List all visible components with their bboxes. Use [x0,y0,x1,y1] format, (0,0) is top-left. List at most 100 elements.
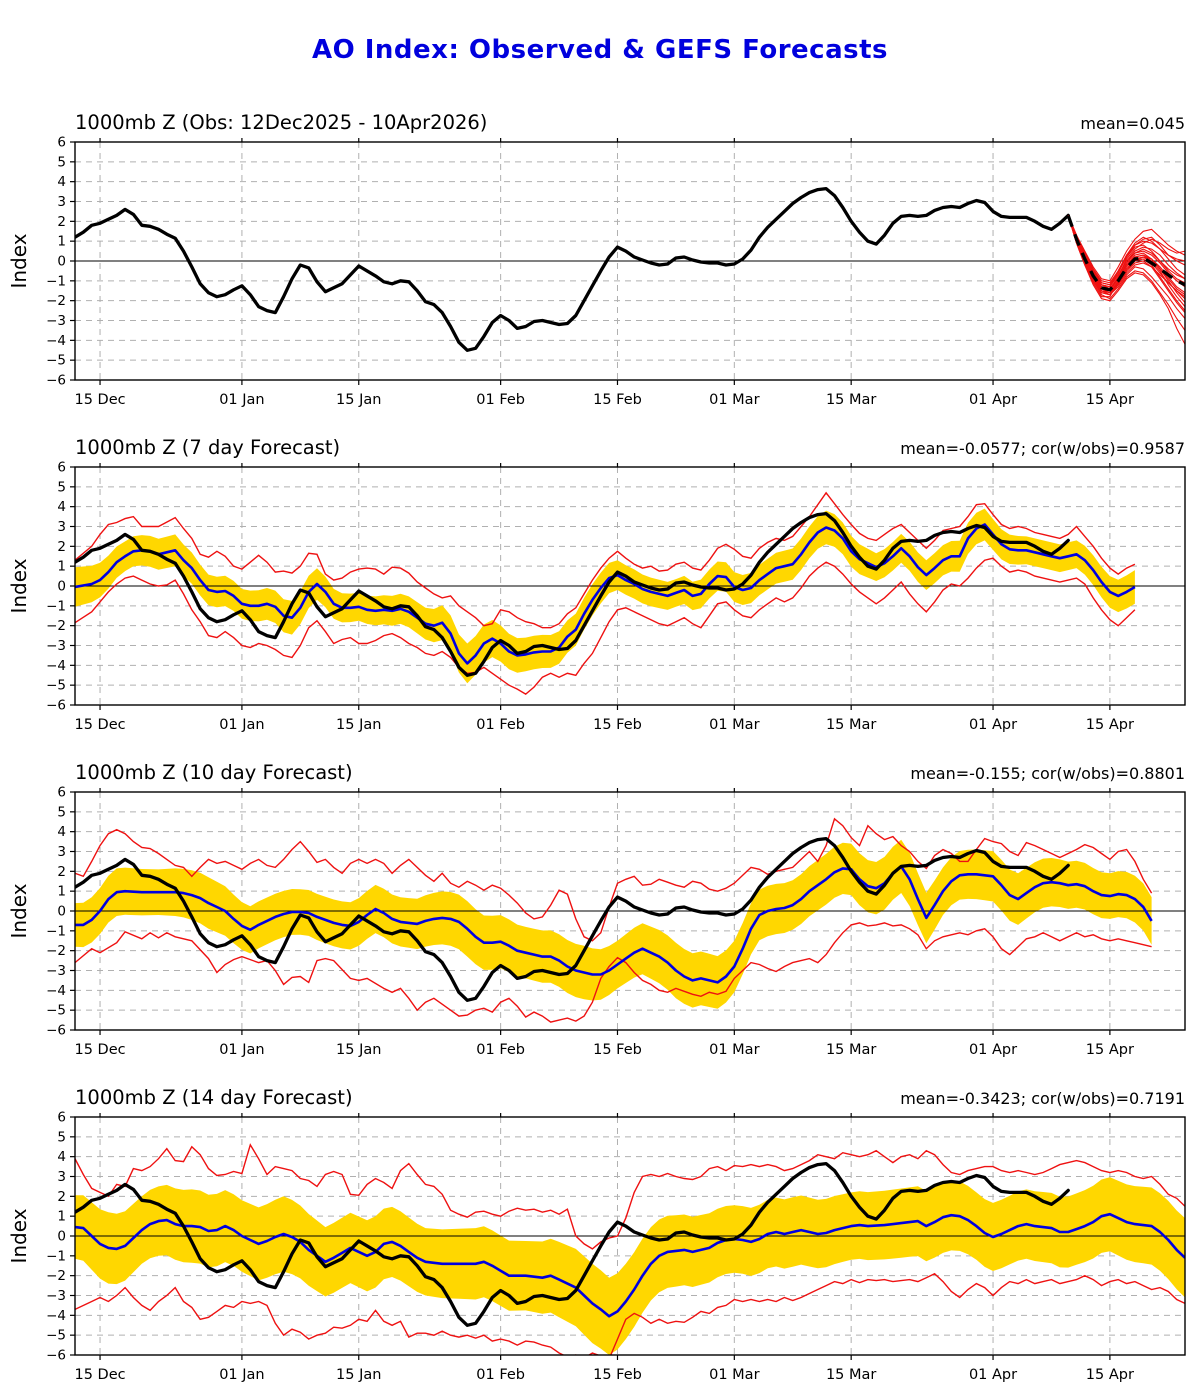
ensemble-spread-band [75,508,1135,684]
x-tick-label: 15 Mar [826,1042,876,1058]
series-group [75,817,1185,1023]
panel-title: 1000mb Z (Obs: 12Dec2025 - 10Apr2026) [75,111,487,134]
y-tick-label: 4 [57,1149,66,1165]
y-tick-label: −4 [46,333,66,349]
y-tick-label: 2 [57,214,66,230]
x-tick-label: 15 Dec [74,717,125,733]
x-tick-label: 15 Jan [336,1367,381,1383]
y-tick-label: 1 [57,1209,66,1225]
x-tick-label: 15 Jan [336,392,381,408]
y-tick-label: 1 [57,559,66,575]
y-tick-label: 4 [57,499,66,515]
x-tick-label: 15 Feb [593,1042,642,1058]
panel-stats: mean=-0.155; cor(w/obs)=0.8801 [910,764,1185,783]
x-tick-label: 01 Mar [709,717,759,733]
ensemble-member-line [1067,215,1185,345]
panel-7day-forecast: 1000mb Z (7 day Forecast) mean=-0.0577; … [0,425,1200,750]
panel-10day-forecast: 1000mb Z (10 day Forecast) mean=-0.155; … [0,750,1200,1075]
axis-ticks: −6 −5 −4 −3 −2 −1 0 1 2 3 4 5 6 15 Dec 01 Jan 15 Jan 01 … [46,135,1134,409]
x-tick-label: 01 Feb [476,1367,525,1383]
axis-ticks: −6 −5 −4 −3 −2 −1 0 1 2 3 4 5 6 15 Dec 01 Jan 15 Jan 01 … [46,1110,1134,1384]
y-tick-label: −1 [46,273,66,289]
x-tick-label: 15 Feb [593,1367,642,1383]
y-tick-label: 5 [57,154,66,170]
plot-area-7day: −6 −5 −4 −3 −2 −1 0 1 2 3 4 5 6 15 Dec 01 Jan 15 Jan 01 … [46,460,1186,733]
y-tick-label: −2 [46,618,66,634]
y-tick-label: 6 [57,1110,66,1126]
x-tick-label: 15 Apr [1086,392,1134,408]
x-tick-label: 01 Apr [969,717,1017,733]
y-tick-label: −1 [46,923,66,939]
plot-area-14day: −6 −5 −4 −3 −2 −1 0 1 2 3 4 5 6 15 Dec 01 Jan 15 Jan 01 … [46,1110,1186,1384]
y-tick-label: 2 [57,1189,66,1205]
x-tick-label: 15 Dec [74,392,125,408]
y-tick-label: 0 [57,254,66,270]
axis-ticks: −6 −5 −4 −3 −2 −1 0 1 2 3 4 5 6 15 Dec 01 Jan 15 Jan 01 … [46,785,1134,1059]
x-tick-label: 15 Mar [826,717,876,733]
x-tick-label: 15 Apr [1086,717,1134,733]
y-tick-label: 4 [57,824,66,840]
x-tick-label: 01 Jan [219,392,264,408]
y-tick-label: 0 [57,1229,66,1245]
y-tick-label: 3 [57,194,66,210]
y-tick-label: −4 [46,658,66,674]
panel-title: 1000mb Z (10 day Forecast) [75,761,353,784]
x-tick-label: 01 Mar [709,1367,759,1383]
forecast-mean-line [75,1212,1185,1318]
panel-title: 1000mb Z (14 day Forecast) [75,1086,353,1109]
gridlines [75,142,1185,380]
ensemble-member-line [1067,215,1185,296]
x-tick-label: 15 Apr [1086,1367,1134,1383]
y-tick-label: −3 [46,313,66,329]
y-tick-label: 1 [57,884,66,900]
x-tick-label: 15 Mar [826,392,876,408]
x-tick-label: 15 Jan [336,717,381,733]
y-tick-label: −5 [46,353,66,369]
panel-title: 1000mb Z (7 day Forecast) [75,436,340,459]
ensemble-member-line [1067,215,1185,288]
series-group [75,186,1185,352]
x-tick-label: 01 Jan [219,1042,264,1058]
x-tick-label: 15 Feb [593,392,642,408]
y-tick-label: −3 [46,1288,66,1304]
y-tick-label: 5 [57,804,66,820]
y-tick-label: 6 [57,460,66,476]
series-group [75,1143,1185,1355]
y-tick-label: 6 [57,785,66,801]
x-tick-label: 15 Jan [336,1042,381,1058]
y-tick-label: 0 [57,579,66,595]
forecast-mean-line [75,865,1153,984]
x-tick-label: 01 Jan [219,717,264,733]
x-tick-label: 01 Feb [476,392,525,408]
ensemble-spread-band [75,839,1152,1009]
y-axis-label: Index [7,558,31,613]
y-tick-label: 2 [57,864,66,880]
y-axis-label: Index [7,1208,31,1263]
x-tick-label: 15 Feb [593,717,642,733]
y-tick-label: 3 [57,844,66,860]
x-tick-label: 01 Apr [969,392,1017,408]
y-tick-label: −3 [46,638,66,654]
y-tick-label: 3 [57,519,66,535]
y-tick-label: 0 [57,904,66,920]
x-tick-label: 01 Jan [219,1367,264,1383]
y-tick-label: −5 [46,678,66,694]
ensemble-min-line [75,922,1152,1023]
ensemble-max-line [75,817,1153,942]
y-tick-label: 2 [57,539,66,555]
x-tick-label: 01 Apr [969,1042,1017,1058]
x-tick-label: 15 Dec [74,1367,125,1383]
ensemble-member-line [1067,215,1185,282]
ensemble-min-line [75,557,1136,695]
observed-line [75,511,1070,677]
x-tick-label: 15 Dec [74,1042,125,1058]
y-tick-label: −5 [46,1003,66,1019]
y-tick-label: −1 [46,598,66,614]
panel-stats: mean=-0.3423; cor(w/obs)=0.7191 [900,1089,1185,1108]
x-tick-label: 01 Feb [476,717,525,733]
ensemble-min-line [75,1272,1185,1355]
forecast-mean-line [75,523,1136,665]
plot-area-10day: −6 −5 −4 −3 −2 −1 0 1 2 3 4 5 6 15 Dec 01 Jan 15 Jan 01 … [46,785,1186,1059]
y-tick-label: −1 [46,1248,66,1264]
y-tick-label: 5 [57,1129,66,1145]
